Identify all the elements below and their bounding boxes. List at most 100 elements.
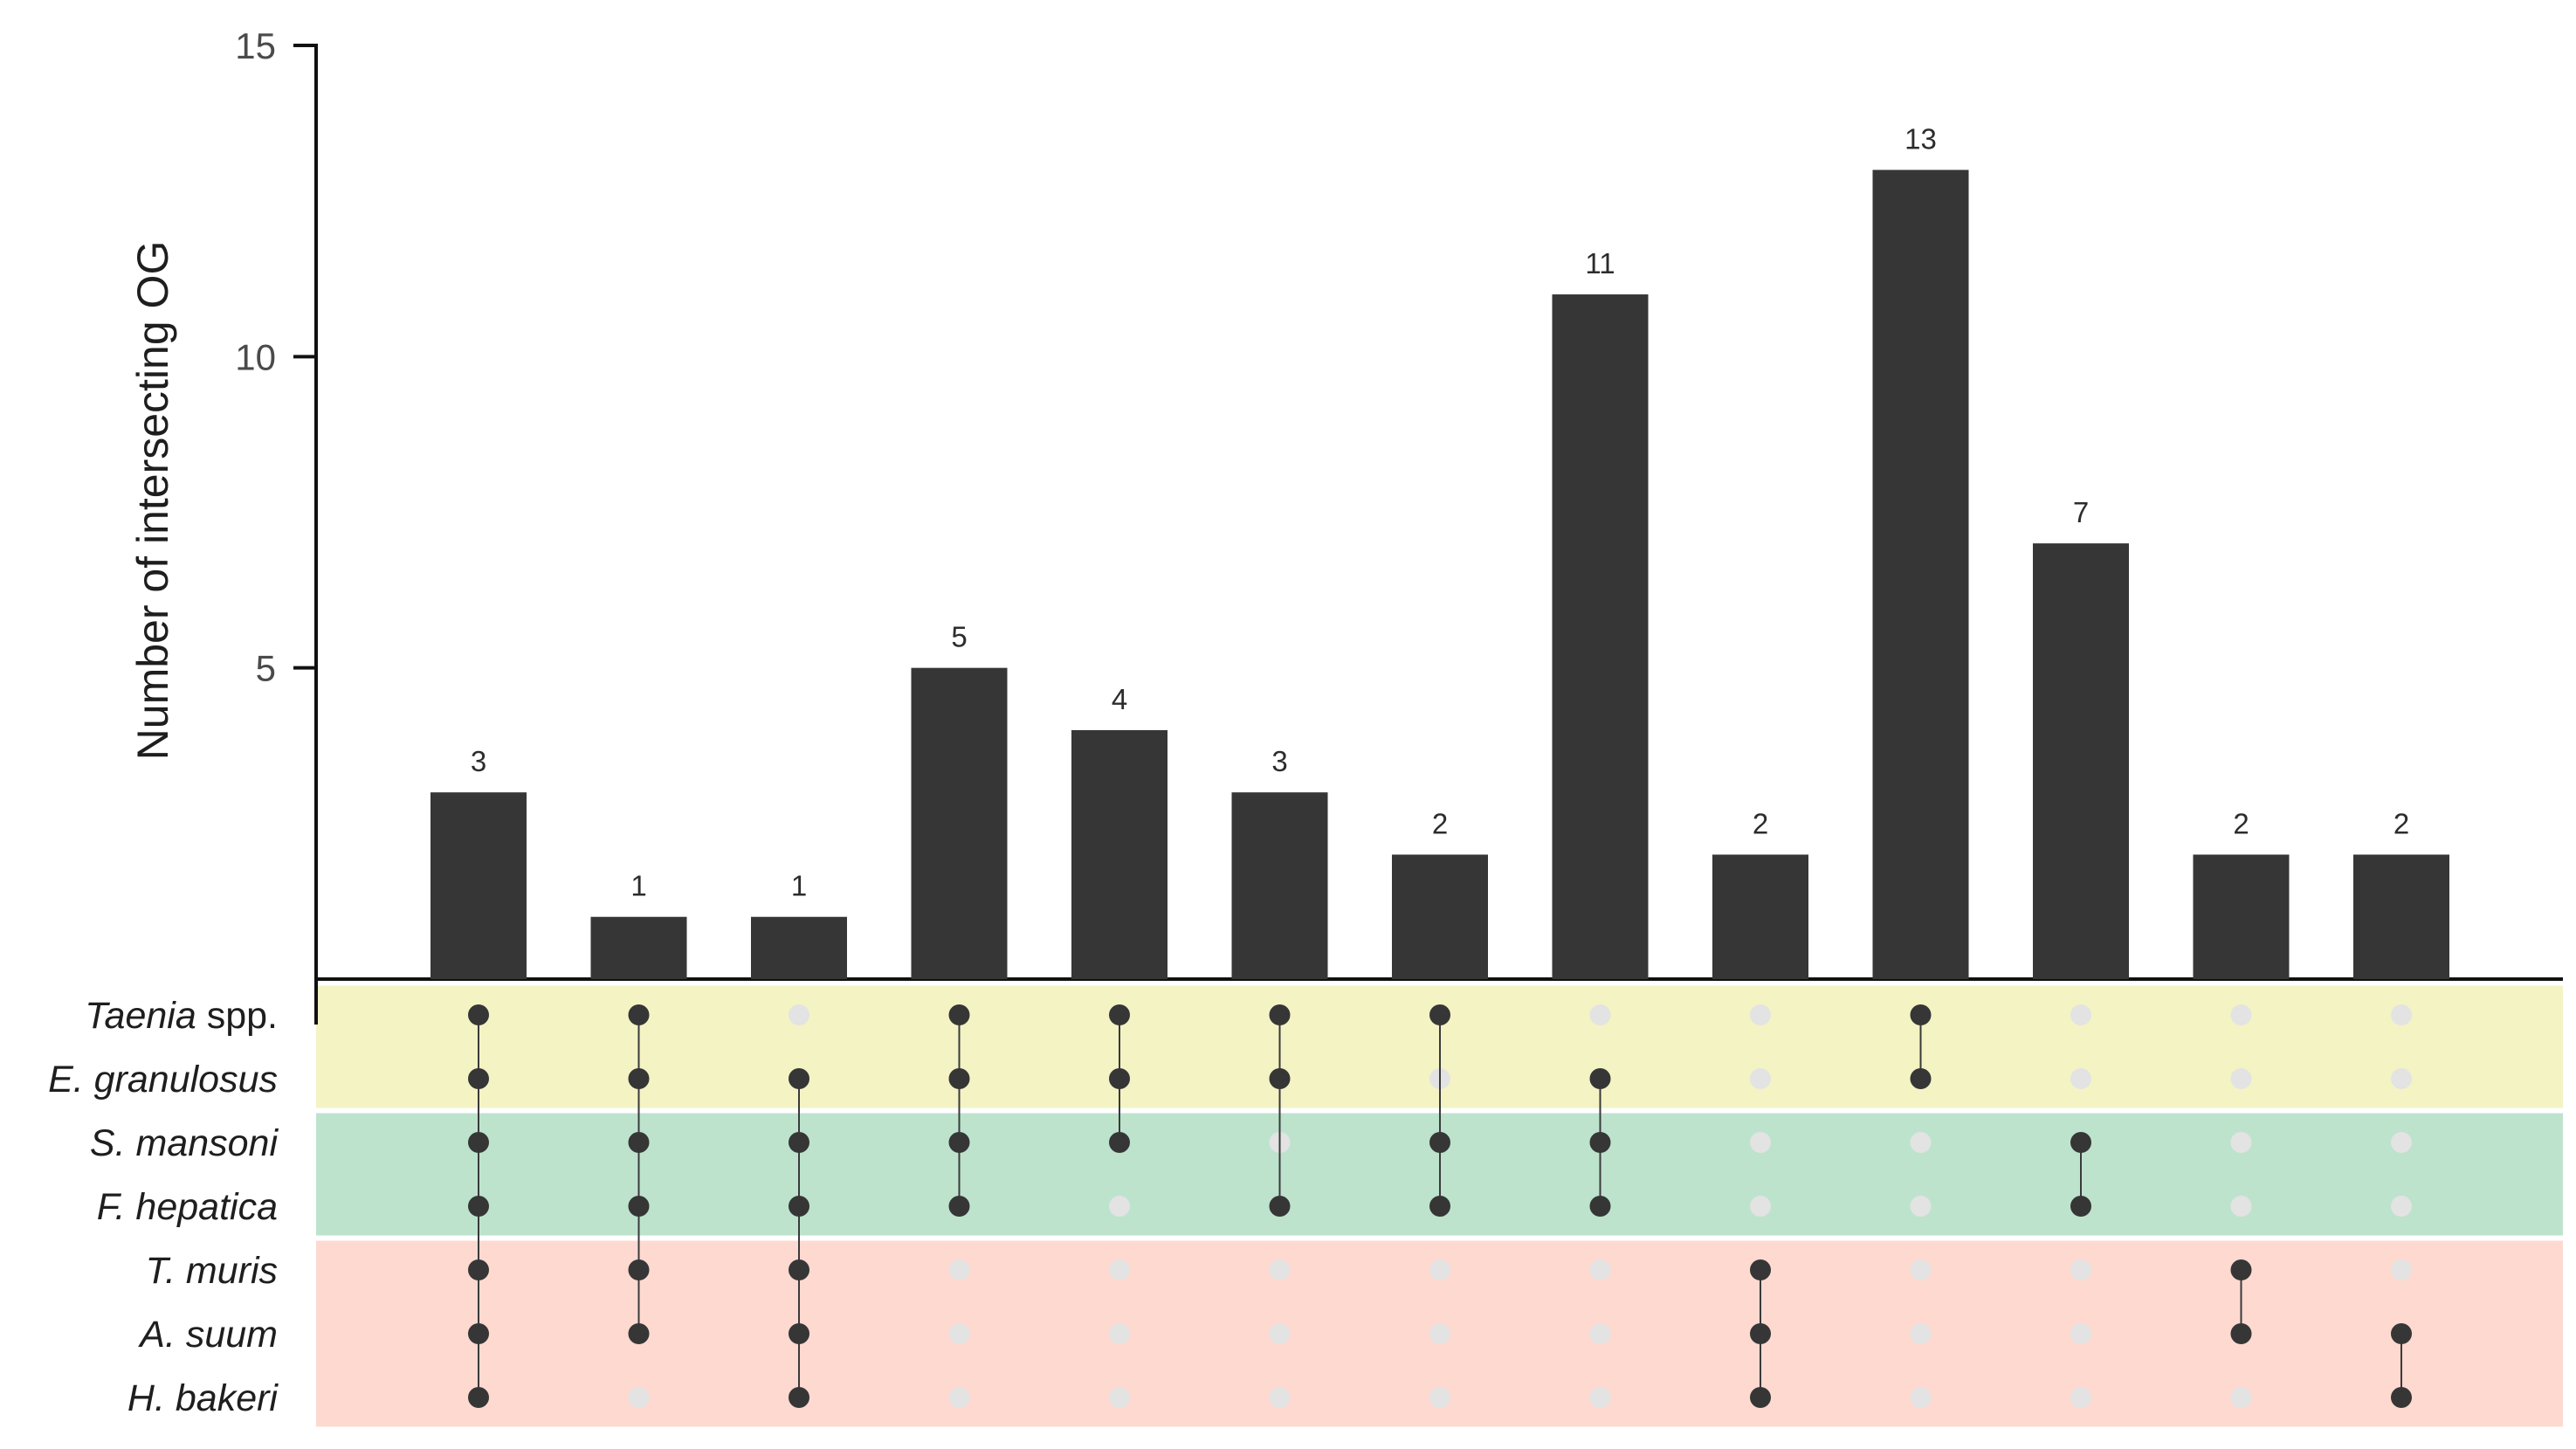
matrix-dot-off (2230, 1387, 2252, 1408)
bar (590, 916, 687, 979)
bar (1552, 294, 1649, 980)
matrix-dot-off (1269, 1323, 1291, 1344)
set-labels: Taenia spp. E. granulosus S. mansoni F. hep… (48, 995, 279, 1419)
bar-value-label: 2 (1753, 807, 1768, 839)
matrix-dot-off (1109, 1259, 1130, 1280)
bar-value-label: 4 (1112, 683, 1127, 715)
bar-value-label: 5 (951, 621, 967, 653)
set-label: F. hepatica (97, 1186, 278, 1228)
matrix-dot-on (468, 1132, 489, 1153)
matrix-dot-off (1750, 1004, 1771, 1025)
matrix-dot-off (2230, 1196, 2252, 1217)
matrix-dot-off (2070, 1068, 2091, 1089)
matrix-dot-off (2070, 1387, 2091, 1408)
matrix-dot-on (628, 1132, 650, 1153)
set-label: A. suum (137, 1314, 278, 1356)
matrix-dot-on (468, 1387, 489, 1408)
matrix-dot-off (1910, 1387, 1932, 1408)
bar-value-label: 1 (791, 870, 807, 902)
matrix-dot-on (1589, 1068, 1611, 1089)
matrix-dot-off (1910, 1132, 1932, 1153)
set-label: S. mansoni (90, 1122, 279, 1164)
y-tick-label: 5 (256, 648, 276, 689)
matrix-dot-on (948, 1004, 970, 1025)
matrix-dot-on (1109, 1132, 1130, 1153)
matrix-dot-off (2230, 1132, 2252, 1153)
matrix-dot-off (1109, 1196, 1130, 1217)
matrix-dot-off (1429, 1323, 1450, 1344)
matrix-dot-on (789, 1068, 809, 1089)
set-label: H. bakeri (127, 1377, 279, 1419)
bar (1872, 169, 1969, 980)
matrix-dot-on (628, 1323, 650, 1344)
matrix-dot-off (1589, 1004, 1611, 1025)
matrix-dot-off (1429, 1259, 1450, 1280)
matrix-dot-on (1910, 1004, 1932, 1025)
matrix-dot-on (1589, 1132, 1611, 1153)
matrix-dot-off (2230, 1068, 2252, 1089)
matrix-dot-off (1109, 1323, 1130, 1344)
matrix-dot-off (1910, 1196, 1932, 1217)
bar (1071, 729, 1167, 979)
matrix-dot-off (2230, 1004, 2252, 1025)
bar-value-label: 3 (1271, 745, 1287, 777)
matrix-dot-on (948, 1196, 970, 1217)
matrix-dot-off (2391, 1132, 2412, 1153)
matrix-dot-on (2230, 1259, 2252, 1280)
matrix-dot-off (1910, 1323, 1932, 1344)
bar-value-label: 2 (1432, 807, 1448, 839)
matrix-dot-on (468, 1259, 489, 1280)
matrix-dot-on (789, 1323, 809, 1344)
bar (751, 916, 847, 979)
matrix-dot-off (1750, 1132, 1771, 1153)
matrix-dot-off (1589, 1259, 1611, 1280)
set-label: Taenia spp. (85, 995, 278, 1037)
matrix-dot-on (628, 1004, 650, 1025)
matrix-dot-on (1589, 1196, 1611, 1217)
matrix-dot-on (2070, 1132, 2091, 1153)
set-label: E. granulosus (48, 1059, 278, 1101)
matrix-dot-on (789, 1259, 809, 1280)
bar-value-label: 13 (1904, 123, 1937, 155)
bar-value-label: 2 (2233, 807, 2249, 839)
matrix-dot-off (1750, 1196, 1771, 1217)
matrix-dot-off (1109, 1387, 1130, 1408)
set-label: T. muris (146, 1250, 278, 1292)
bar-value-label: 2 (2393, 807, 2409, 839)
matrix-dot-on (2230, 1323, 2252, 1344)
bar (2033, 543, 2129, 979)
matrix-dot-on (2391, 1323, 2412, 1344)
bar (1392, 854, 1488, 979)
matrix-dot-on (468, 1068, 489, 1089)
matrix-dot-on (1429, 1132, 1450, 1153)
matrix-dot-off (789, 1004, 809, 1025)
matrix-dot-on (628, 1196, 650, 1217)
matrix-dot-on (628, 1259, 650, 1280)
matrix-dot-off (2070, 1259, 2091, 1280)
y-axis-title: Number of intersecting OG (128, 241, 177, 761)
y-tick-label: 15 (235, 25, 276, 66)
matrix-dot-on (468, 1196, 489, 1217)
intersection-matrix (468, 1004, 2412, 1408)
matrix-dot-on (1429, 1196, 1450, 1217)
matrix-dot-off (1910, 1259, 1932, 1280)
matrix-dot-off (2391, 1004, 2412, 1025)
bar (430, 792, 527, 979)
bar-value-label: 11 (1585, 247, 1615, 279)
matrix-dot-on (1109, 1068, 1130, 1089)
matrix-dot-off (2391, 1196, 2412, 1217)
matrix-dot-on (1109, 1004, 1130, 1025)
matrix-dot-on (2391, 1387, 2412, 1408)
bar-value-label: 7 (2073, 496, 2089, 528)
bar (2193, 854, 2290, 979)
matrix-dot-off (1750, 1068, 1771, 1089)
bar (1231, 792, 1328, 979)
matrix-dot-on (1429, 1004, 1450, 1025)
matrix-dot-on (1910, 1068, 1932, 1089)
matrix-dot-off (2070, 1323, 2091, 1344)
matrix-dot-on (468, 1004, 489, 1025)
bar-value-label: 1 (630, 870, 646, 902)
y-tick-label: 10 (235, 336, 276, 377)
matrix-dot-on (2070, 1196, 2091, 1217)
